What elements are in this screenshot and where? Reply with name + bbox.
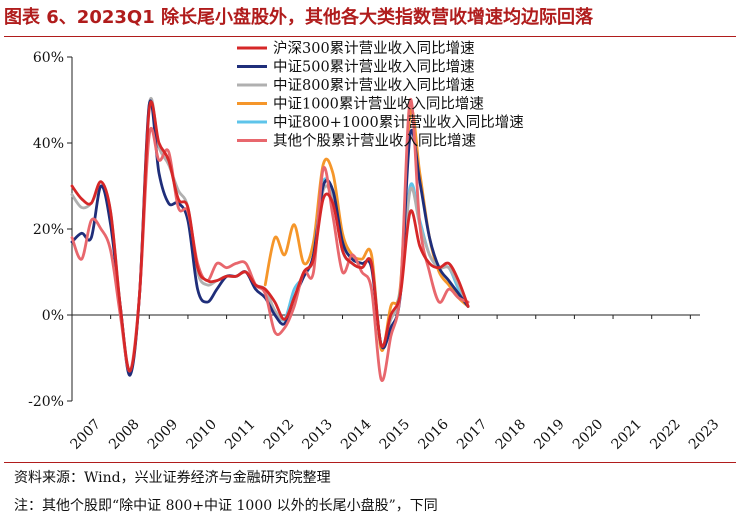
y-tick-label: -20% — [28, 394, 64, 410]
x-tick-label: 2017 — [454, 416, 491, 453]
x-tick-label: 2013 — [299, 416, 336, 453]
x-tick-label: 2019 — [531, 416, 568, 453]
x-tick-label: 2016 — [415, 416, 452, 453]
legend-label: 中证800+1000累计营业收入同比增速 — [273, 114, 524, 131]
legend-label: 其他个股累计营业收入同比增速 — [273, 133, 476, 150]
x-axis: 2007 2008 2009 2010 2011 2012 2013 2014 2015 2016… — [68, 314, 723, 453]
legend: 沪深300累计营业收入同比增速中证500累计营业收入同比增速中证800累计营业收… — [237, 40, 524, 150]
x-tick-label: 2008 — [106, 416, 143, 453]
legend-label: 沪深300累计营业收入同比增速 — [273, 40, 475, 57]
y-axis: -20% 0% 20% 40% 60% — [28, 50, 73, 410]
x-tick-label: 2014 — [338, 416, 375, 453]
line-chart: -20% 0% 20% 40% 60% 2007 2008 2009 2010 2011 2012… — [28, 40, 723, 453]
x-tick-label: 2018 — [493, 416, 530, 453]
source-note: 资料来源：Wind，兴业证券经济与金融研究院整理 — [14, 470, 331, 486]
title-rule — [4, 36, 736, 37]
x-tick-label: 2012 — [261, 416, 298, 453]
y-tick-label: 40% — [33, 136, 64, 152]
series-line-0 — [70, 100, 470, 373]
x-tick-label: 2011 — [222, 416, 259, 453]
x-tick-label: 2021 — [609, 416, 646, 453]
series-lines — [70, 97, 470, 382]
footer-rule — [4, 462, 736, 463]
x-tick-label: 2007 — [68, 416, 105, 453]
figure-title: 图表 6、2023Q1 除长尾小盘股外，其他各大类指数营收增速均边际回落 — [4, 7, 593, 28]
y-tick-label: 60% — [33, 50, 64, 66]
x-tick-label: 2022 — [647, 416, 684, 453]
x-tick-label: 2023 — [686, 416, 723, 453]
x-tick-label: 2010 — [183, 416, 220, 453]
x-tick-label: 2020 — [570, 416, 607, 453]
legend-label: 中证1000累计营业收入同比增速 — [273, 96, 484, 113]
x-tick-label: 2009 — [145, 416, 182, 453]
legend-label: 中证800累计营业收入同比增速 — [273, 77, 475, 94]
y-tick-label: 0% — [42, 308, 64, 324]
x-tick-label: 2015 — [377, 416, 414, 453]
y-tick-label: 20% — [33, 222, 64, 238]
legend-label: 中证500累计营业收入同比增速 — [273, 59, 475, 76]
footnote: 注：其他个股即“除中证 800+中证 1000 以外的长尾小盘股”，下同 — [14, 498, 438, 514]
